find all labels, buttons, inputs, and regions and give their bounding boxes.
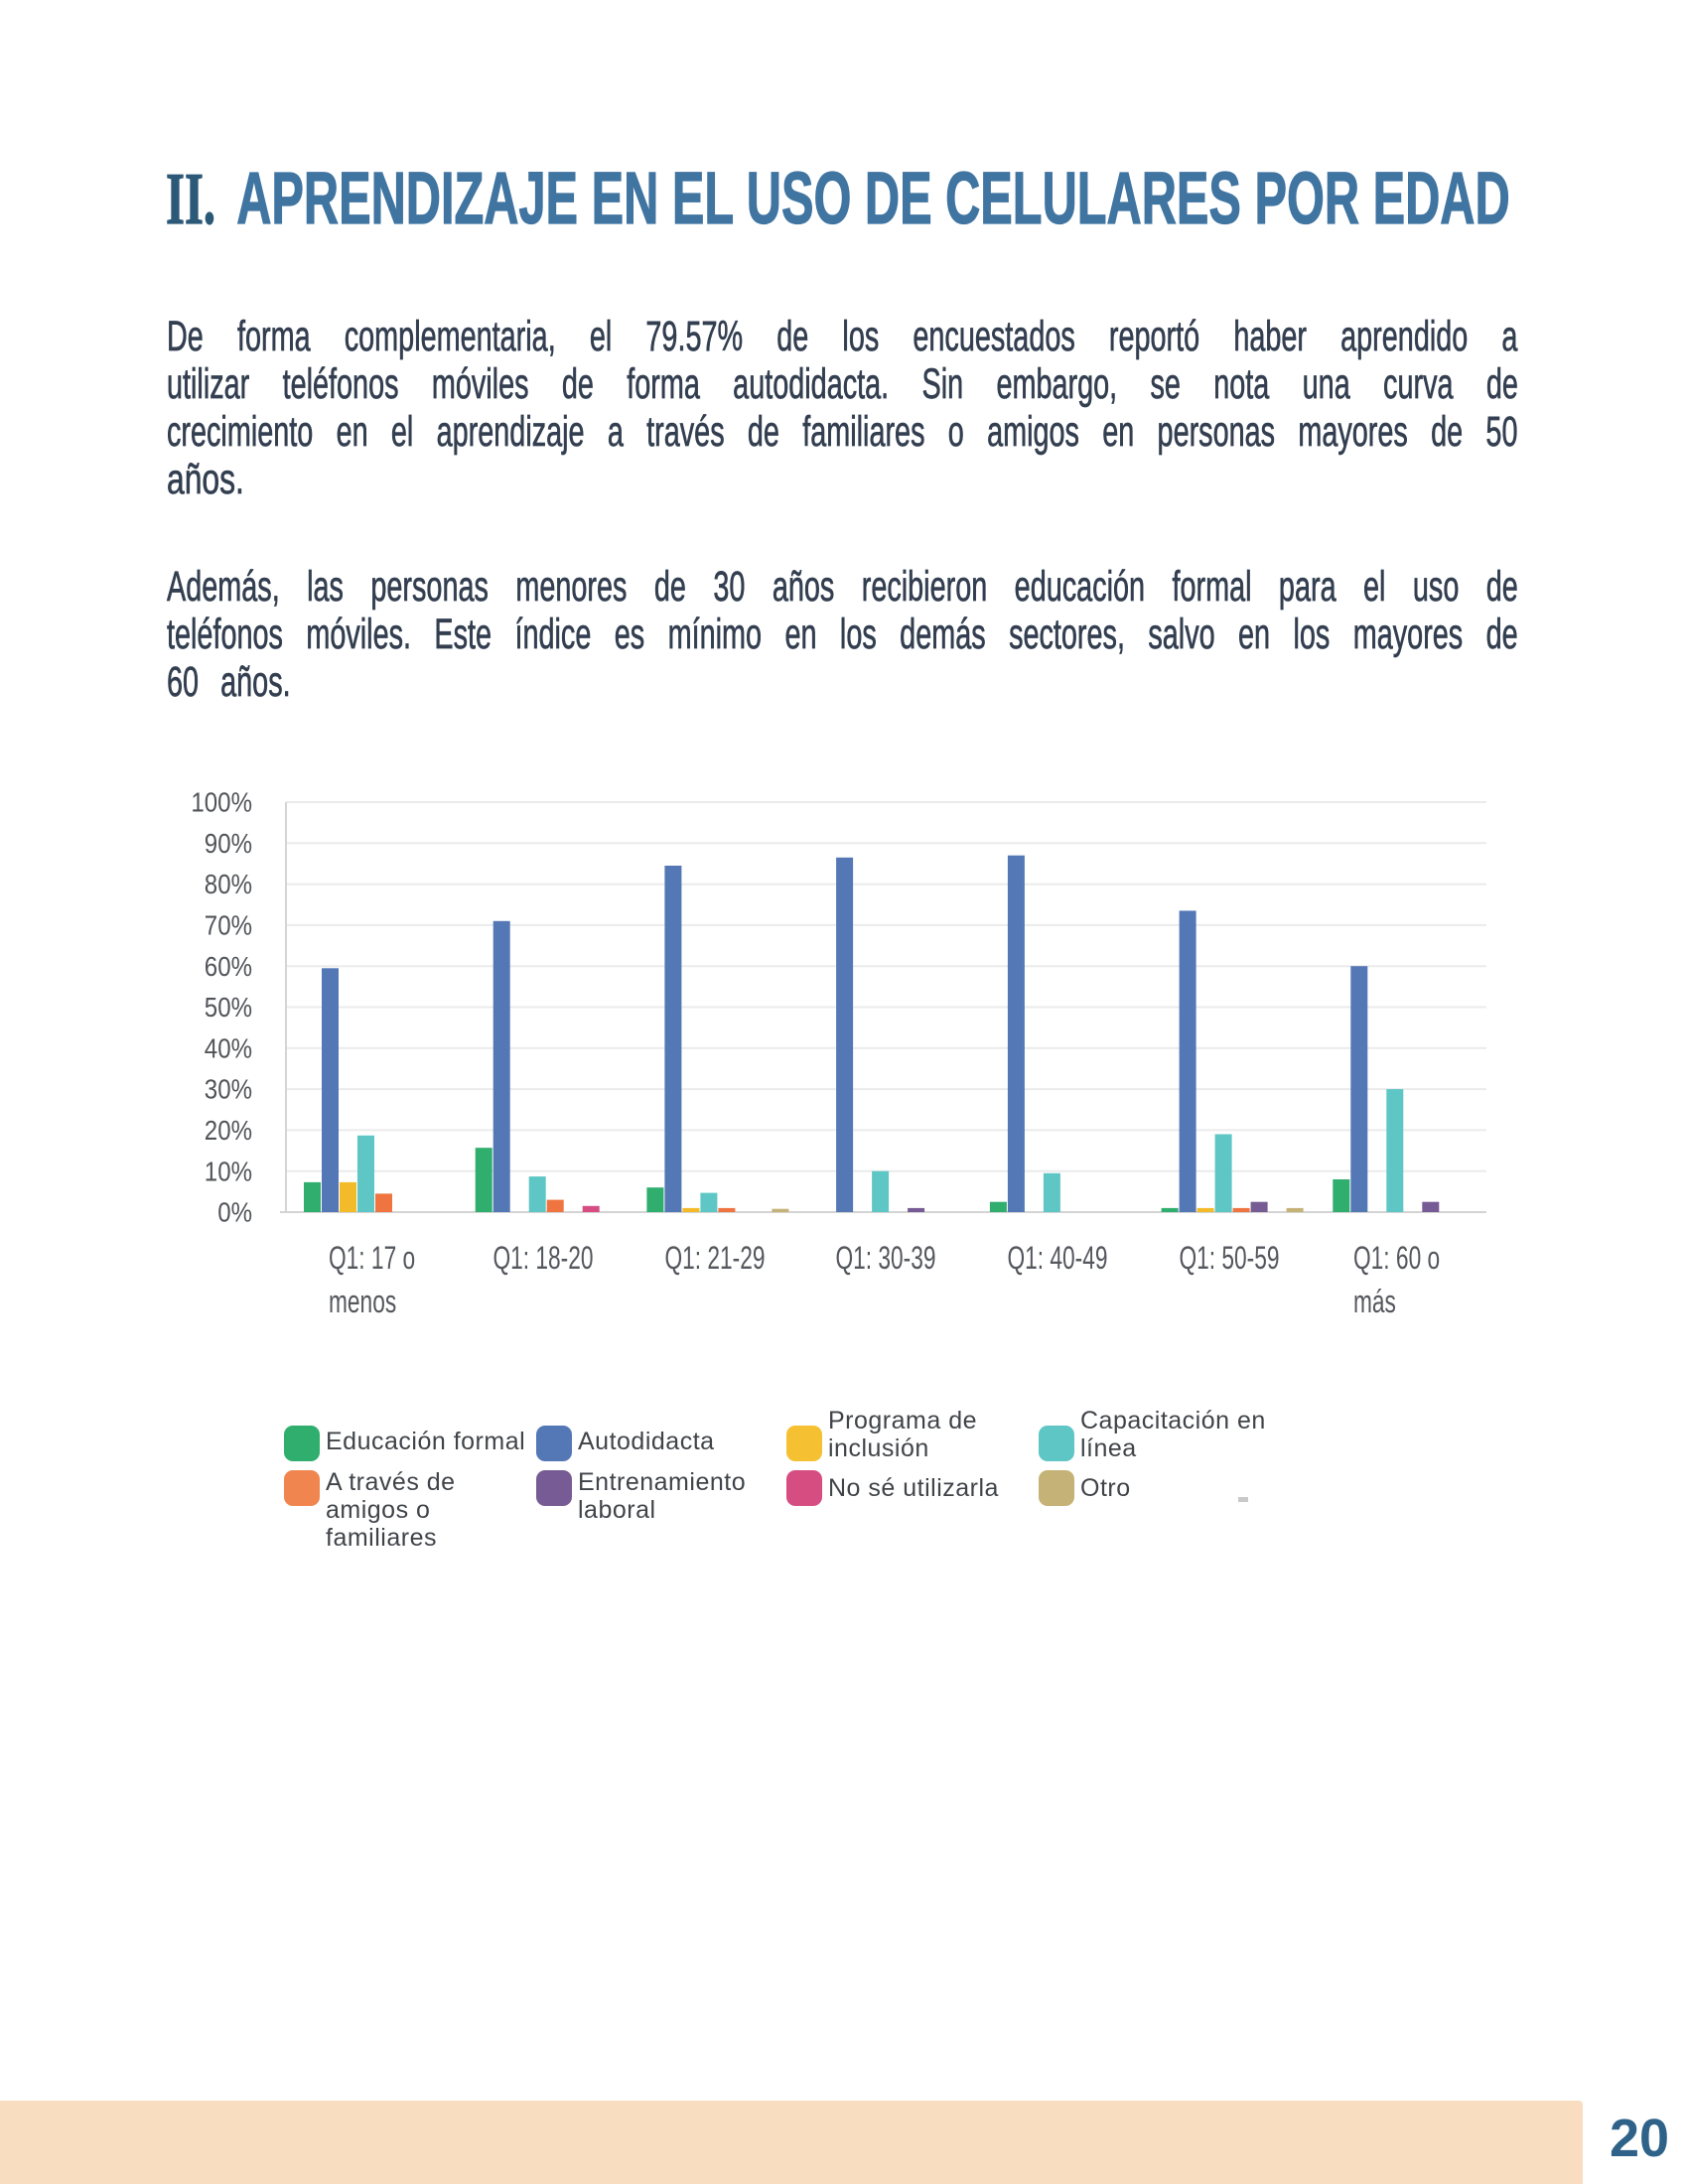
svg-text:50%: 50%	[205, 992, 252, 1023]
svg-text:40%: 40%	[205, 1032, 252, 1063]
svg-text:60%: 60%	[205, 951, 252, 982]
svg-text:90%: 90%	[205, 828, 252, 859]
svg-text:80%: 80%	[205, 869, 252, 899]
svg-text:10%: 10%	[205, 1156, 252, 1186]
svg-text:100%: 100%	[191, 787, 252, 818]
svg-text:30%: 30%	[205, 1074, 252, 1105]
svg-text:20%: 20%	[205, 1115, 252, 1146]
svg-text:70%: 70%	[205, 910, 252, 941]
svg-text:0%: 0%	[217, 1197, 252, 1228]
